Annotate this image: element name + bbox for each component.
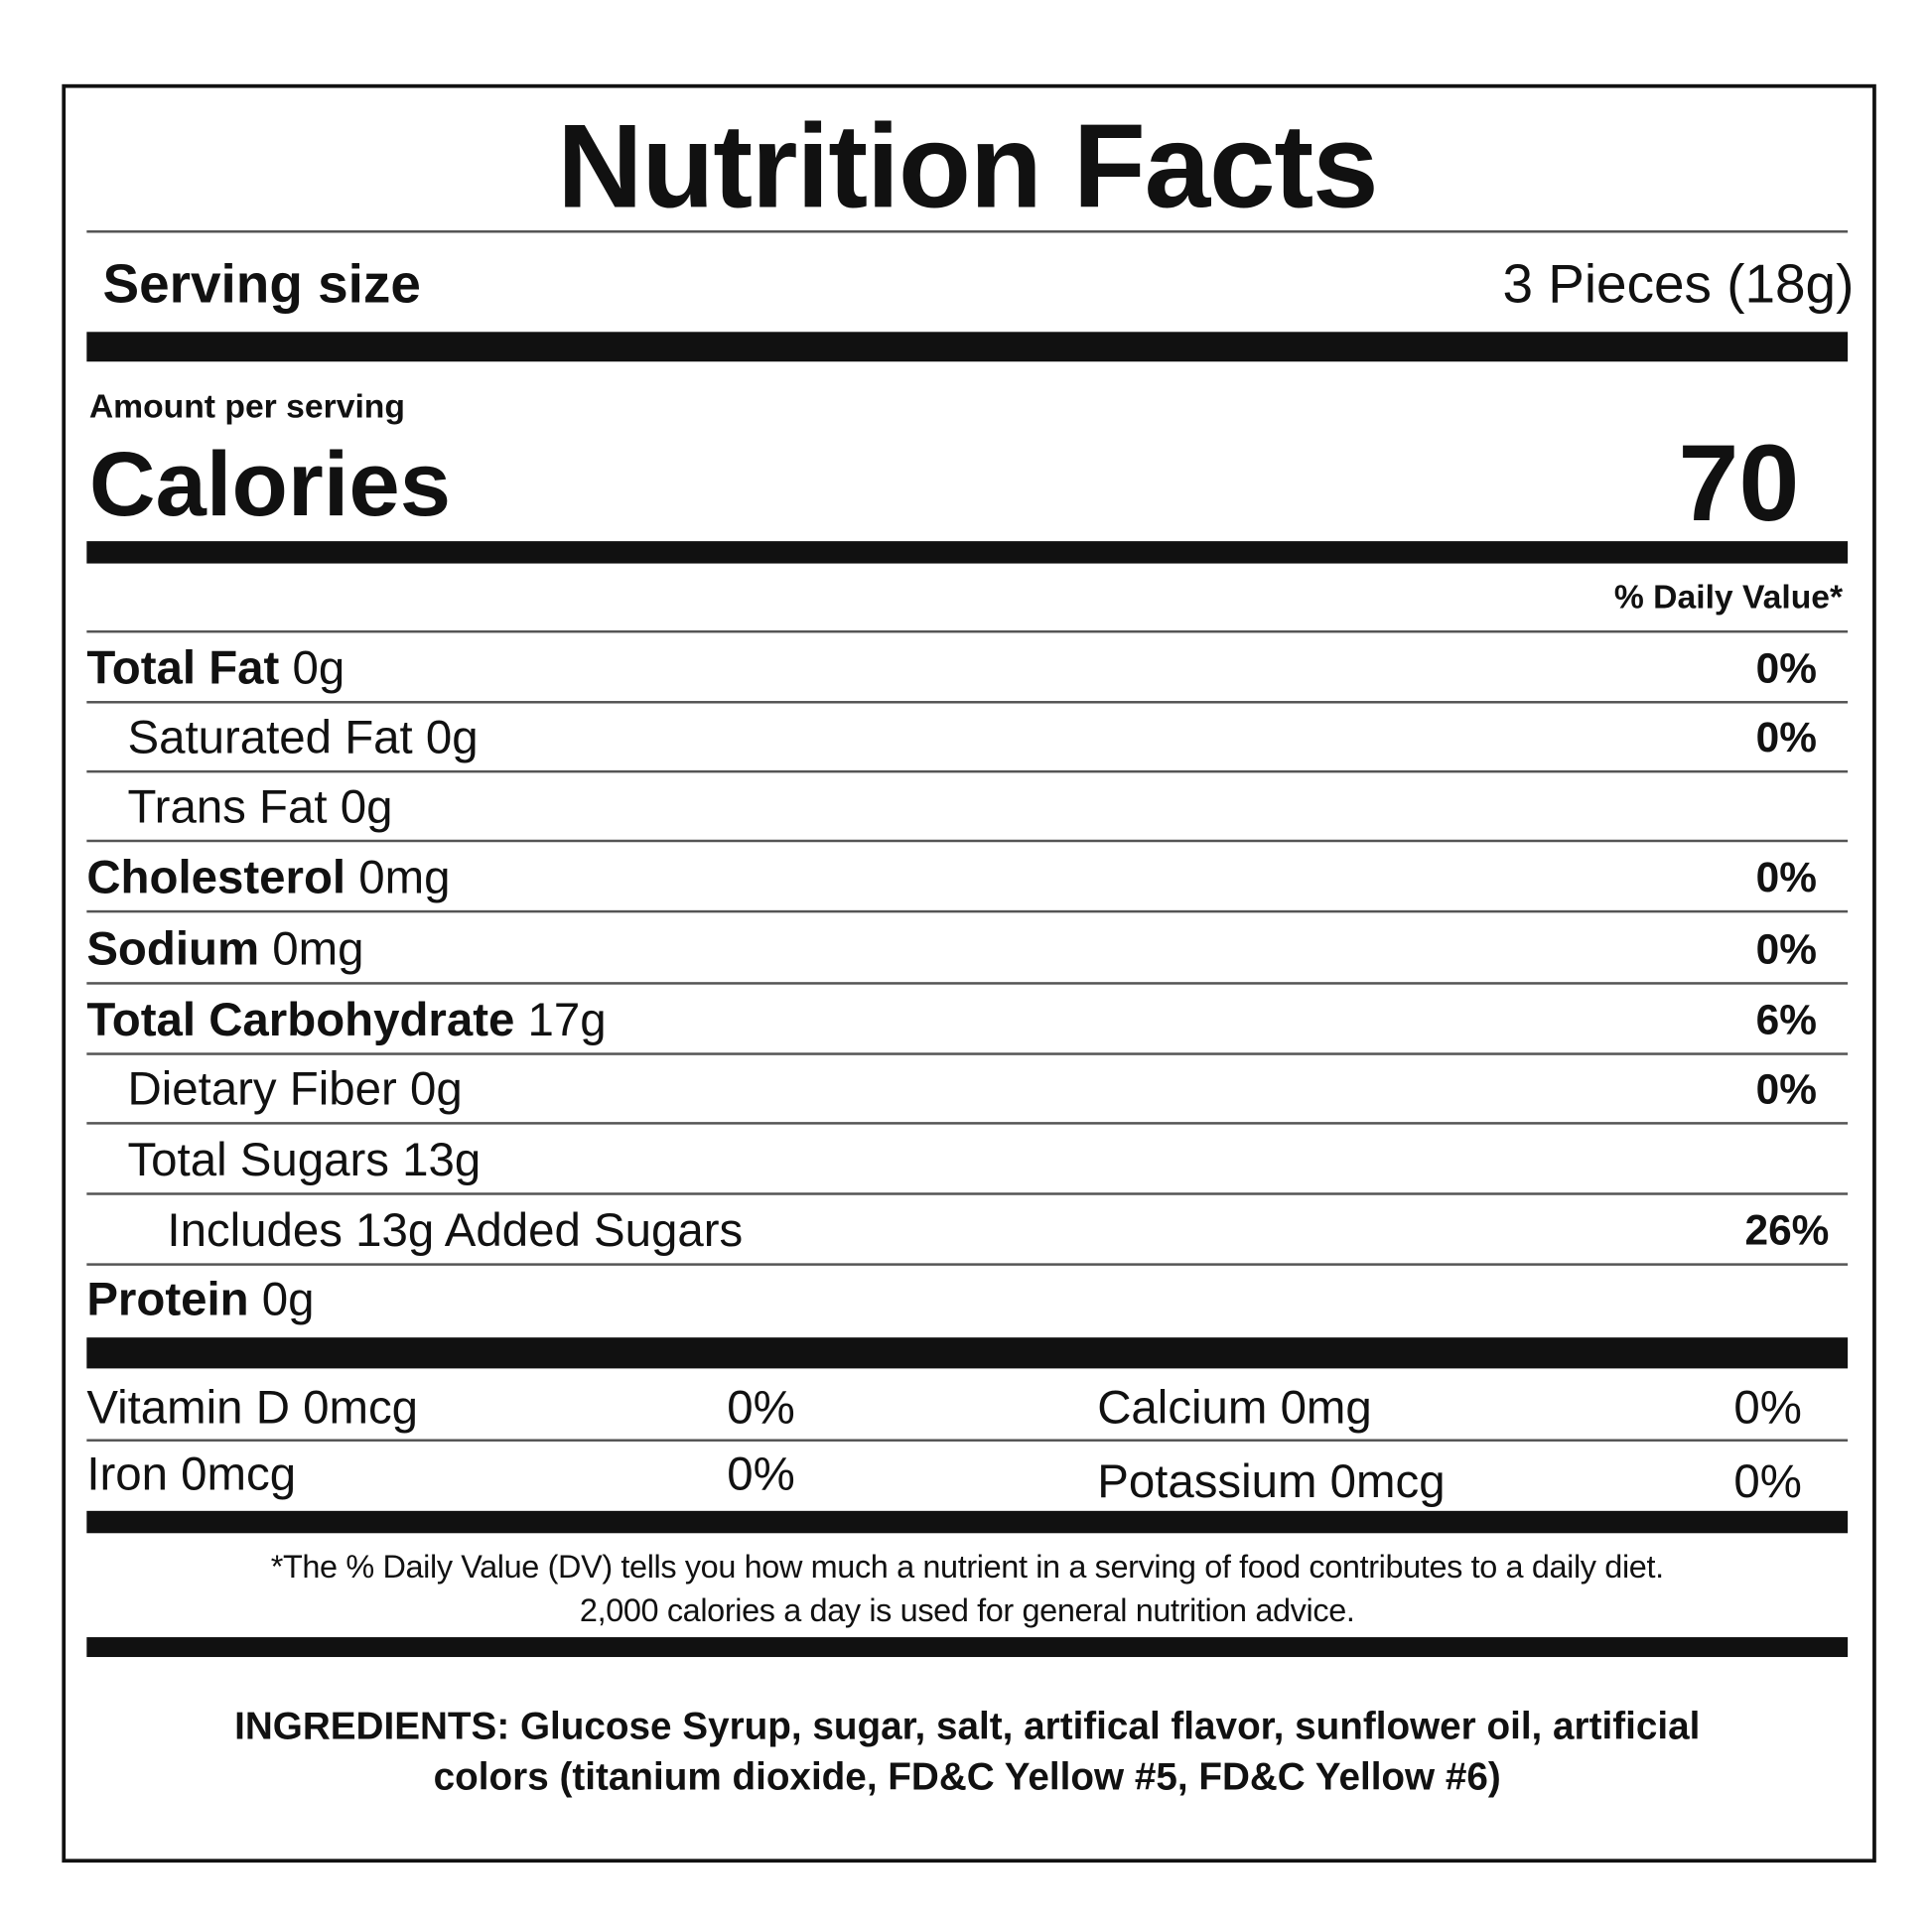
label-border [62, 83, 1876, 1863]
nutrient-daily-value: 6% [1755, 997, 1817, 1044]
nutrient-row: Includes 13g Added Sugars 26% [86, 1196, 1829, 1266]
nutrient-row: Dietary Fiber 0g 0% [86, 1055, 1817, 1125]
divider [86, 1122, 1849, 1125]
divider [86, 909, 1849, 913]
nutrient-label: Includes 13g Added Sugars [86, 1196, 743, 1266]
nutrient-name: Total Fat [86, 642, 280, 695]
nutrient-name: Includes 13g Added Sugars [167, 1204, 744, 1258]
thick-divider [86, 1510, 1849, 1534]
nutrient-amount: 0mg [272, 923, 364, 976]
nutrient-name: Dietary Fiber [127, 1063, 397, 1116]
divider [86, 701, 1849, 704]
nutrient-daily-value: 0% [1755, 926, 1817, 974]
vitamin-d-dv: 0% [727, 1382, 795, 1435]
ingredients-line-2: colors (titanium dioxide, FD&C Yellow #5… [433, 1754, 1501, 1799]
nutrient-label: Dietary Fiber 0g [86, 1055, 462, 1125]
nutrient-row: Cholesterol 0mg 0% [86, 843, 1817, 912]
nutrient-row: Protein 0g [86, 1266, 1817, 1335]
nutrient-label: Cholesterol 0mg [86, 843, 450, 912]
divider [86, 982, 1849, 985]
label-title: Nutrition Facts [557, 100, 1378, 233]
nutrient-daily-value: 26% [1744, 1207, 1830, 1255]
thick-divider [86, 332, 1849, 362]
calcium: Calcium 0mg [1097, 1382, 1372, 1435]
nutrient-row: Sodium 0mg 0% [86, 915, 1817, 985]
calories-label: Calories [88, 432, 452, 535]
nutrient-amount: 0g [292, 642, 345, 695]
thick-divider [86, 1337, 1849, 1369]
divider [86, 629, 1849, 633]
vitamin-d: Vitamin D 0mcg [86, 1382, 419, 1435]
nutrient-name: Protein [86, 1274, 249, 1326]
nutrient-row: Trans Fat 0g [86, 772, 1817, 842]
nutrient-name: Cholesterol [86, 852, 346, 904]
divider [86, 1192, 1849, 1195]
nutrient-amount: 13g [402, 1134, 482, 1187]
divider [86, 230, 1849, 233]
divider [86, 1263, 1849, 1266]
thick-divider [86, 1637, 1849, 1658]
nutrient-name: Sodium [86, 923, 260, 976]
ingredients-line-1: INGREDIENTS: Glucose Syrup, sugar, salt,… [234, 1704, 1701, 1748]
amount-per-serving: Amount per serving [88, 387, 405, 425]
nutrient-name: Total Carbohydrate [86, 994, 515, 1047]
nutrient-daily-value: 0% [1755, 644, 1817, 693]
nutrient-name: Saturated Fat [127, 712, 413, 764]
nutrient-row: Total Carbohydrate 17g 6% [86, 986, 1817, 1055]
calcium-dv: 0% [1733, 1382, 1802, 1435]
nutrient-amount: 0g [261, 1274, 315, 1326]
nutrient-label: Total Carbohydrate 17g [86, 986, 606, 1055]
nutrient-label: Total Sugars 13g [86, 1126, 481, 1195]
serving-size-label: Serving size [102, 253, 421, 315]
nutrient-label: Sodium 0mg [86, 915, 363, 985]
nutrient-amount: 0g [425, 712, 479, 764]
nutrient-name: Total Sugars [127, 1134, 389, 1187]
nutrient-row: Total Fat 0g 0% [86, 634, 1817, 704]
nutrient-row: Saturated Fat 0g 0% [86, 704, 1817, 773]
nutrient-amount: 0g [340, 781, 393, 834]
divider [86, 1439, 1849, 1442]
divider [86, 769, 1849, 773]
nutrient-label: Total Fat 0g [86, 634, 345, 704]
nutrient-label: Saturated Fat 0g [86, 704, 478, 773]
iron: Iron 0mcg [86, 1449, 297, 1501]
thick-divider [86, 541, 1849, 564]
nutrient-row: Total Sugars 13g [86, 1126, 1817, 1195]
nutrient-label: Trans Fat 0g [86, 772, 392, 842]
footnote-line-2: 2,000 calories a day is used for general… [579, 1590, 1355, 1629]
nutrient-amount: 0g [409, 1063, 463, 1116]
serving-size-value: 3 Pieces (18g) [1502, 253, 1855, 315]
nutrient-amount: 17g [527, 994, 607, 1047]
divider [86, 839, 1849, 843]
daily-value-header: % Daily Value* [1613, 578, 1844, 616]
nutrient-daily-value: 0% [1755, 854, 1817, 902]
potassium-dv: 0% [1733, 1455, 1802, 1509]
nutrient-daily-value: 0% [1755, 714, 1817, 762]
nutrient-daily-value: 0% [1755, 1066, 1817, 1114]
nutrient-amount: 0mg [358, 852, 451, 904]
footnote-line-1: *The % Daily Value (DV) tells you how mu… [270, 1548, 1664, 1586]
iron-dv: 0% [727, 1449, 795, 1501]
nutrient-name: Trans Fat [127, 781, 328, 834]
nutrient-label: Protein 0g [86, 1266, 314, 1335]
calories-value: 70 [1678, 421, 1800, 544]
divider [86, 1052, 1849, 1055]
potassium: Potassium 0mcg [1097, 1455, 1446, 1509]
